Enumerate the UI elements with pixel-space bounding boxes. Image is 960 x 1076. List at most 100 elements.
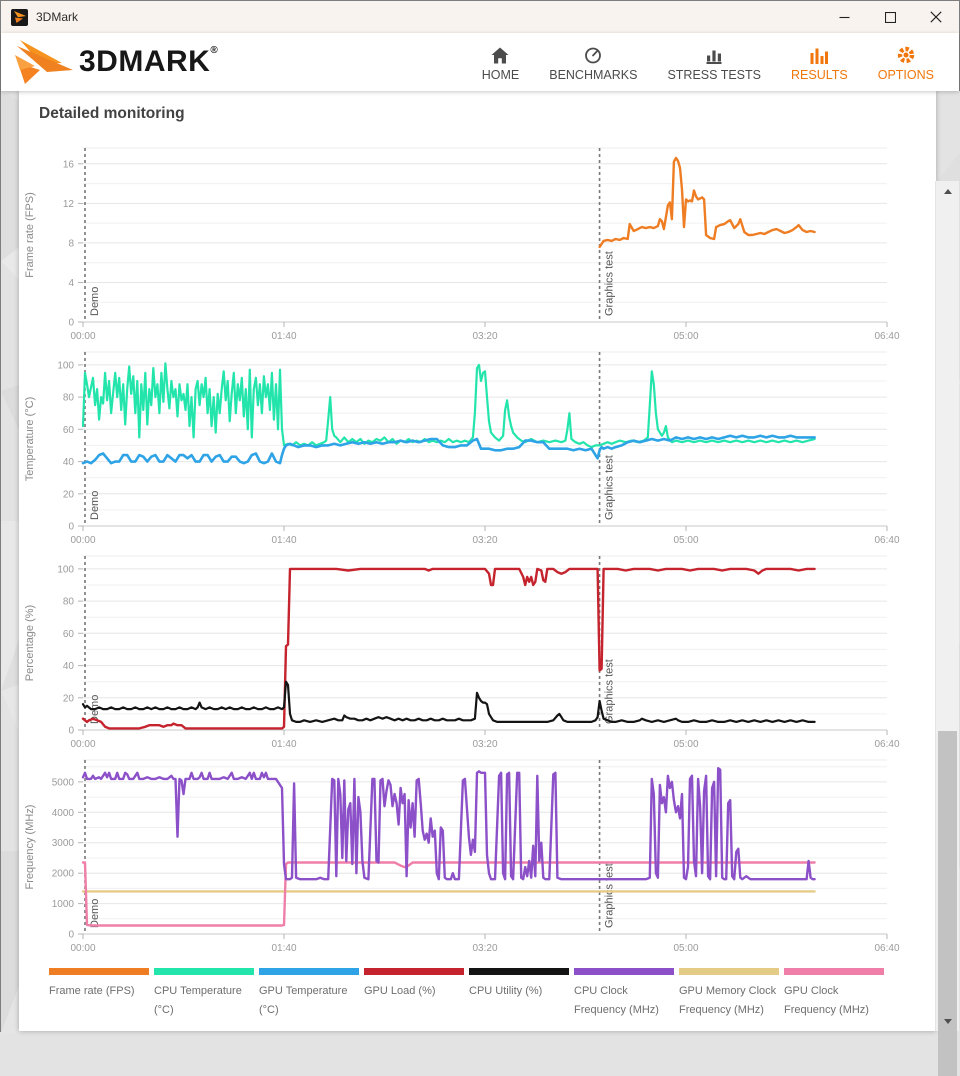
legend-swatch [469, 968, 569, 975]
maximize-icon [885, 12, 896, 23]
gauge-icon [583, 42, 603, 65]
nav-item-home[interactable]: HOME [482, 42, 520, 82]
maximize-button[interactable] [867, 1, 913, 33]
registered-mark: ® [210, 45, 218, 56]
svg-text:5000: 5000 [52, 777, 75, 788]
svg-text:Graphics test: Graphics test [604, 251, 616, 316]
svg-text:80: 80 [63, 393, 75, 404]
nav-item-options[interactable]: OPTIONS [878, 42, 934, 82]
legend-swatch [49, 968, 149, 975]
svg-text:Frequency (MHz): Frequency (MHz) [24, 805, 36, 890]
page-title: Detailed monitoring [39, 105, 936, 123]
nav-label: OPTIONS [878, 69, 934, 82]
svg-text:40: 40 [63, 661, 75, 672]
nav-item-stress-tests[interactable]: STRESS TESTS [667, 42, 761, 82]
svg-text:Demo: Demo [89, 491, 101, 520]
svg-text:06:40: 06:40 [874, 943, 899, 954]
scroll-down-icon [944, 1019, 952, 1024]
svg-text:100: 100 [57, 360, 74, 371]
svg-text:3000: 3000 [52, 838, 75, 849]
scroll-up-button[interactable] [936, 181, 960, 201]
title-bar: 3DMark [1, 1, 959, 33]
legend-item[interactable]: GPU Clock Frequency (MHz) [784, 968, 884, 1021]
svg-text:00:00: 00:00 [70, 739, 95, 750]
svg-text:06:40: 06:40 [874, 331, 899, 342]
svg-text:40: 40 [63, 457, 75, 468]
main-nav: HOME BENCHMARKS [482, 42, 934, 82]
results-bars-icon [809, 42, 829, 65]
legend-swatch [259, 968, 359, 975]
svg-text:100: 100 [57, 564, 74, 575]
nav-item-results[interactable]: RESULTS [791, 42, 848, 82]
nav-label: HOME [482, 69, 520, 82]
3dmark-logo-icon [15, 39, 73, 85]
svg-text:Graphics test: Graphics test [604, 659, 616, 724]
minimize-icon [839, 12, 850, 23]
svg-text:12: 12 [63, 199, 75, 210]
home-icon [490, 42, 510, 65]
svg-text:Graphics test: Graphics test [604, 455, 616, 520]
window-title: 3DMark [36, 10, 78, 24]
legend-label: GPU Clock Frequency (MHz) [784, 982, 884, 1021]
svg-text:00:00: 00:00 [70, 943, 95, 954]
svg-text:00:00: 00:00 [70, 331, 95, 342]
svg-text:06:40: 06:40 [874, 739, 899, 750]
minimize-button[interactable] [821, 1, 867, 33]
nav-item-benchmarks[interactable]: BENCHMARKS [549, 42, 637, 82]
app-window: 3DMark 3DMARK® [0, 0, 960, 1032]
svg-text:0: 0 [68, 318, 74, 329]
svg-text:20: 20 [63, 489, 75, 500]
svg-text:05:00: 05:00 [673, 535, 698, 546]
svg-text:Demo: Demo [89, 287, 101, 316]
svg-text:03:20: 03:20 [472, 535, 497, 546]
vertical-scrollbar[interactable] [935, 181, 959, 1031]
legend-label: CPU Temperature (°C) [154, 982, 254, 1021]
legend-label: CPU Clock Frequency (MHz) [574, 982, 674, 1021]
app-icon [11, 9, 28, 26]
app-logo-icon [14, 11, 26, 23]
svg-text:Percentage (%): Percentage (%) [24, 605, 36, 681]
svg-text:03:20: 03:20 [472, 739, 497, 750]
window-controls [821, 1, 959, 33]
gear-icon [896, 42, 916, 65]
nav-label: BENCHMARKS [549, 69, 637, 82]
legend-item[interactable]: GPU Memory Clock Frequency (MHz) [679, 968, 779, 1021]
svg-text:Demo: Demo [89, 899, 101, 928]
legend-item[interactable]: CPU Utility (%) [469, 968, 569, 1021]
legend-item[interactable]: GPU Temperature (°C) [259, 968, 359, 1021]
scroll-down-button[interactable] [936, 1011, 960, 1031]
chart-legend: Frame rate (FPS)CPU Temperature (°C)GPU … [49, 968, 936, 1021]
svg-text:03:20: 03:20 [472, 943, 497, 954]
svg-text:01:40: 01:40 [271, 943, 296, 954]
svg-text:8: 8 [68, 238, 74, 249]
svg-text:0: 0 [68, 522, 74, 533]
svg-text:0: 0 [68, 726, 74, 737]
svg-text:Frame rate (FPS): Frame rate (FPS) [24, 192, 36, 278]
svg-text:80: 80 [63, 597, 75, 608]
legend-item[interactable]: Frame rate (FPS) [49, 968, 149, 1021]
svg-text:03:20: 03:20 [472, 331, 497, 342]
svg-text:Temperature (°C): Temperature (°C) [24, 397, 36, 481]
legend-item[interactable]: CPU Clock Frequency (MHz) [574, 968, 674, 1021]
svg-text:00:00: 00:00 [70, 535, 95, 546]
svg-text:05:00: 05:00 [673, 331, 698, 342]
svg-text:05:00: 05:00 [673, 943, 698, 954]
svg-text:2000: 2000 [52, 869, 75, 880]
header: 3DMARK® HOME BENCHMARKS [1, 33, 959, 91]
close-button[interactable] [913, 1, 959, 33]
legend-swatch [154, 968, 254, 975]
legend-item[interactable]: GPU Load (%) [364, 968, 464, 1021]
legend-item[interactable]: CPU Temperature (°C) [154, 968, 254, 1021]
nav-label: STRESS TESTS [667, 69, 761, 82]
svg-text:0: 0 [68, 930, 74, 941]
svg-text:60: 60 [63, 629, 75, 640]
nav-label: RESULTS [791, 69, 848, 82]
